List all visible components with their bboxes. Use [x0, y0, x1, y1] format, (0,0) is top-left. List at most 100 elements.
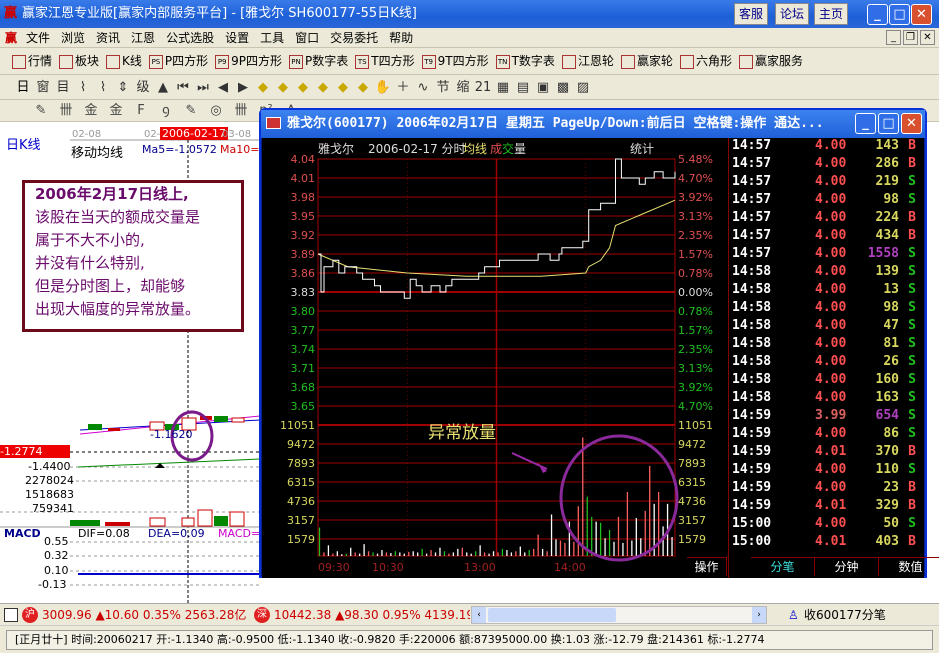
- menu-item[interactable]: 江恩: [131, 31, 156, 45]
- chart-tool-icon[interactable]: ◀: [218, 80, 228, 95]
- chart-tool-icon[interactable]: ∿: [417, 80, 429, 95]
- note-line: 但是分时图上，却能够: [35, 277, 186, 295]
- chart-tool-icon[interactable]: ◆: [258, 80, 268, 95]
- chart-tool-icon[interactable]: ⌇: [79, 80, 87, 95]
- toolbar-button[interactable]: P9 9P四方形: [215, 48, 282, 75]
- tick-row: 14:59 3.99 654 S: [729, 408, 919, 426]
- toolbar-button[interactable]: 行情: [12, 48, 52, 75]
- chart-tool-icon[interactable]: ▦: [496, 80, 510, 95]
- calc-icon[interactable]: [4, 608, 18, 622]
- toolbar-button[interactable]: TS T四方形: [355, 48, 415, 75]
- mdi-minimize-button[interactable]: _: [886, 30, 901, 45]
- chart-tool-icon[interactable]: ⏭: [197, 80, 209, 95]
- home-button[interactable]: 主页: [814, 3, 849, 25]
- intraday-close-button[interactable]: ✕: [901, 113, 922, 134]
- drawing-tool-icon[interactable]: ✎: [35, 103, 47, 118]
- tick-row: 14:57 4.00 219 S: [729, 174, 919, 192]
- menu-item[interactable]: 帮助: [389, 31, 414, 45]
- scroll-left-button[interactable]: ‹: [472, 607, 486, 623]
- chart-tool-icon[interactable]: ◆: [298, 80, 308, 95]
- tick-volume: 329: [875, 498, 899, 513]
- menu-item[interactable]: 交易委托: [330, 31, 379, 45]
- chart-tool-icon[interactable]: ◆: [278, 80, 288, 95]
- stats-button[interactable]: 统计: [630, 142, 655, 156]
- toolbar-button[interactable]: K线: [106, 48, 142, 75]
- forum-button[interactable]: 论坛: [775, 3, 810, 25]
- chart-tool-icon[interactable]: ◆: [358, 80, 368, 95]
- chart-tool-icon[interactable]: ⏮: [177, 80, 189, 95]
- chart-tool-icon[interactable]: ◆: [318, 80, 328, 95]
- chart-tool-icon[interactable]: ▲: [158, 80, 168, 95]
- tick-price: 4.00: [815, 462, 847, 477]
- tab-0[interactable]: 操作: [687, 557, 727, 576]
- mdi-restore-button[interactable]: ❐: [903, 30, 918, 45]
- tick-volume: 219: [875, 174, 899, 189]
- tab-2[interactable]: 分钟: [815, 557, 879, 576]
- vol-legend-3: 量: [514, 142, 527, 156]
- scroll-thumb[interactable]: [488, 608, 616, 622]
- minimize-button[interactable]: _: [867, 4, 888, 25]
- chart-tool-icon[interactable]: ＋: [396, 80, 410, 95]
- chart-tool-icon[interactable]: ▤: [516, 80, 530, 95]
- chart-tool-icon[interactable]: 目: [56, 80, 70, 95]
- toolbar-button[interactable]: 赢家轮: [620, 48, 673, 75]
- drawing-tool-icon[interactable]: ◎: [210, 103, 222, 118]
- volume-axis-label: 1518683: [25, 488, 74, 501]
- horizontal-scrollbar[interactable]: ‹ ›: [471, 606, 767, 624]
- drawing-tool-icon[interactable]: 金: [84, 103, 98, 118]
- time-axis-label: 09:30: [318, 561, 350, 574]
- tick-row: 14:58 4.00 81 S: [729, 336, 919, 354]
- toolbar-button[interactable]: PN P数字表: [289, 48, 348, 75]
- scroll-right-button[interactable]: ›: [752, 607, 766, 623]
- sz-index[interactable]: 10442.38 ▲98.30 0.95% 4139.19亿: [274, 608, 470, 622]
- intraday-minimize-button[interactable]: _: [855, 113, 876, 134]
- toolbar-button[interactable]: 六角形: [679, 48, 732, 75]
- chart-tool-icon[interactable]: ▶: [238, 80, 248, 95]
- chart-tool-icon[interactable]: ⌇: [99, 80, 107, 95]
- menu-item[interactable]: 公式选股: [166, 31, 215, 45]
- app-menu-icon[interactable]: 赢: [5, 31, 18, 45]
- menu-item[interactable]: 窗口: [295, 31, 320, 45]
- tab-1[interactable]: 分笔: [751, 557, 815, 576]
- close-button[interactable]: ✕: [911, 4, 932, 25]
- sh-index[interactable]: 3009.96 ▲10.60 0.35% 2563.28亿: [42, 608, 247, 622]
- chart-tool-icon[interactable]: ✋: [374, 80, 392, 95]
- chart-tool-icon[interactable]: 窗: [36, 80, 50, 95]
- menu-item[interactable]: 工具: [260, 31, 285, 45]
- toolbar-button[interactable]: 江恩轮: [561, 48, 614, 75]
- maximize-button[interactable]: □: [889, 4, 910, 25]
- toolbar-button[interactable]: 赢家服务: [738, 48, 803, 75]
- chart-tool-icon[interactable]: 缩: [456, 80, 470, 95]
- tab-3[interactable]: 数值: [879, 557, 939, 576]
- vol-tick-label: 6315: [678, 476, 706, 489]
- chart-tool-icon[interactable]: 节: [436, 80, 450, 95]
- toolbar-button[interactable]: TN T数字表: [495, 48, 555, 75]
- toolbar-button[interactable]: PS P四方形: [148, 48, 208, 75]
- intraday-maximize-button[interactable]: □: [878, 113, 899, 134]
- chart-tool-icon[interactable]: ▩: [556, 80, 570, 95]
- drawing-tool-icon[interactable]: ✎: [185, 103, 197, 118]
- chart-tool-icon[interactable]: 级: [136, 80, 150, 95]
- chart-tool-icon[interactable]: ⇕: [117, 80, 129, 95]
- menu-item[interactable]: 设置: [225, 31, 250, 45]
- menu-item[interactable]: 文件: [26, 31, 51, 45]
- chart-tool-icon[interactable]: ◆: [338, 80, 348, 95]
- drawing-tool-icon[interactable]: 卌: [59, 103, 73, 118]
- tick-row: 14:59 4.01 329 B: [729, 498, 919, 516]
- drawing-tool-icon[interactable]: 卌: [234, 103, 248, 118]
- chart-tool-icon[interactable]: ▣: [536, 80, 550, 95]
- toolbar-button[interactable]: T9 9T四方形: [421, 48, 489, 75]
- drawing-tool-icon[interactable]: 金: [109, 103, 123, 118]
- menu-item[interactable]: 浏览: [61, 31, 86, 45]
- service-button[interactable]: 客服: [734, 3, 769, 25]
- intraday-title-bar[interactable]: 雅戈尔(600177) 2006年02月17日 星期五 PageUp/Down:…: [261, 110, 925, 138]
- chart-tool-icon[interactable]: 21: [474, 80, 492, 95]
- chart-tool-icon[interactable]: ▨: [576, 80, 590, 95]
- period-select[interactable]: 日: [16, 80, 30, 95]
- drawing-tool-icon[interactable]: ꝯ: [162, 103, 170, 118]
- mdi-close-button[interactable]: ✕: [920, 30, 935, 45]
- tick-row: 14:57 4.00 224 B: [729, 210, 919, 228]
- menu-item[interactable]: 资讯: [96, 31, 121, 45]
- drawing-tool-icon[interactable]: F: [137, 103, 145, 118]
- toolbar-button[interactable]: 板块: [59, 48, 99, 75]
